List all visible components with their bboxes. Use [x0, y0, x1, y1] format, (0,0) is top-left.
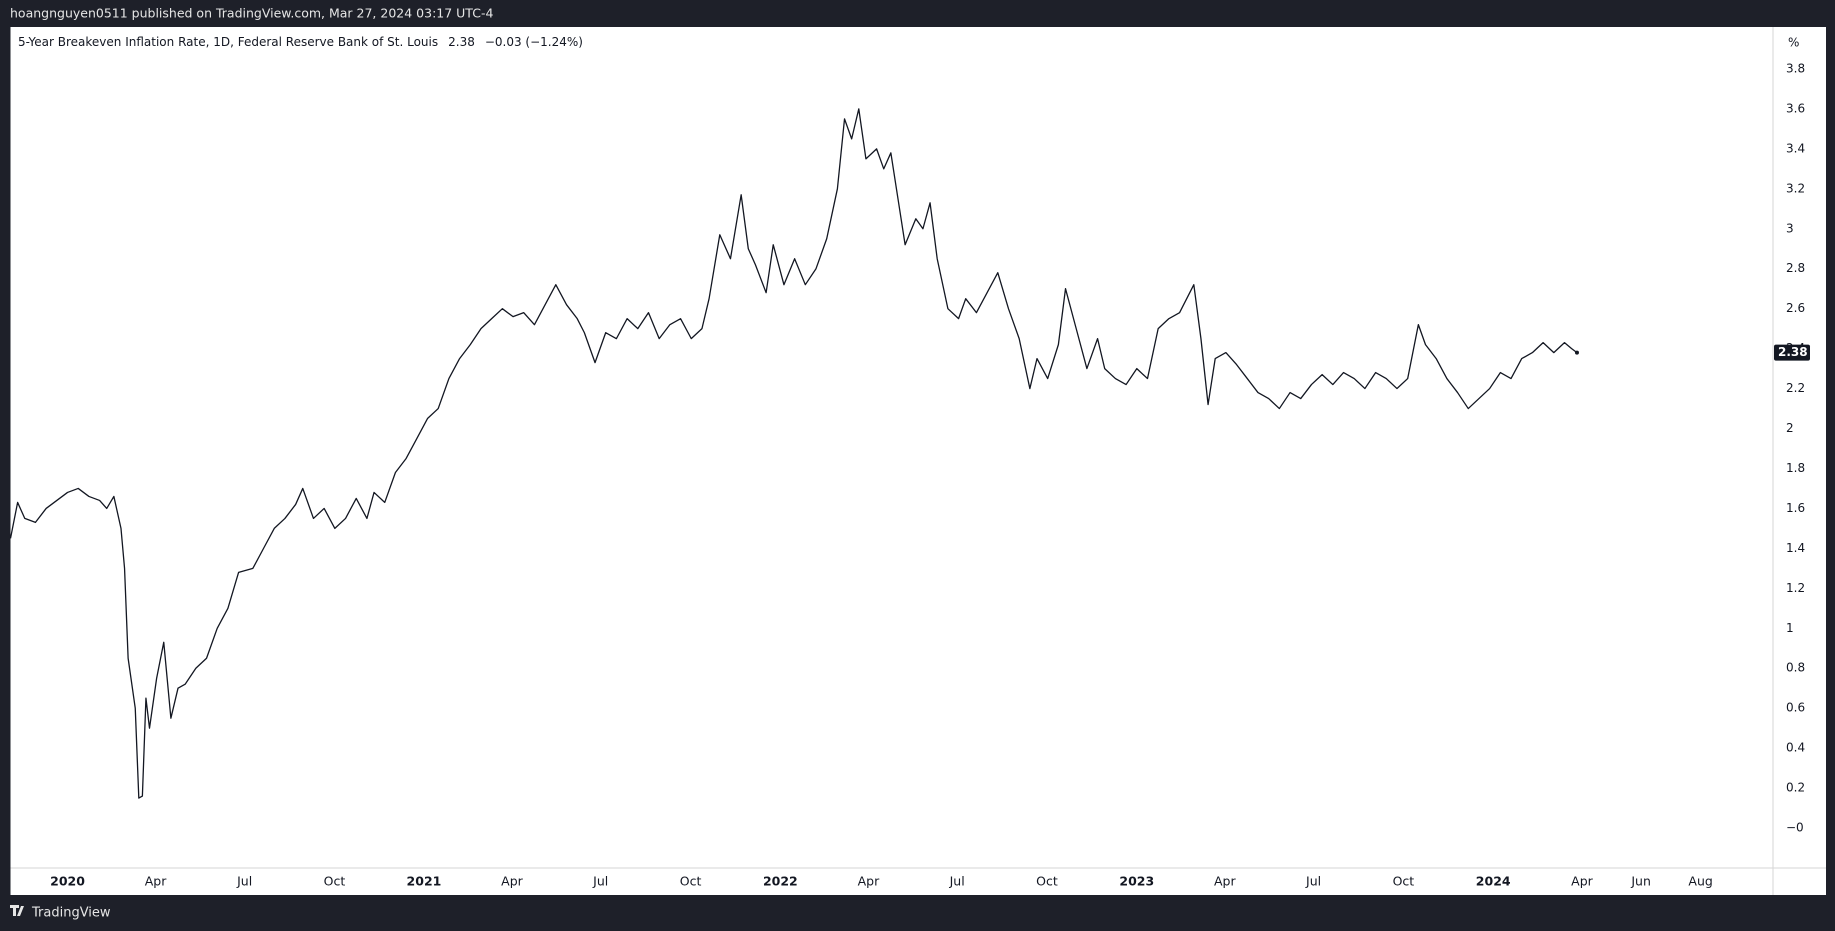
logo: TradingView: [10, 905, 111, 921]
y-tick-label: 1.2: [1786, 581, 1805, 595]
y-tick-label: 1: [1786, 621, 1794, 635]
series-line: [9, 108, 1578, 799]
x-tick-label: Oct: [324, 874, 346, 889]
x-tick-label: Oct: [1036, 874, 1058, 889]
x-tick-label: Apr: [1214, 874, 1236, 889]
x-tick-label: Apr: [501, 874, 523, 889]
y-tick-label: 1.4: [1786, 541, 1805, 555]
chart-title: 5-Year Breakeven Inflation Rate, 1D, Fed…: [18, 35, 583, 49]
x-tick-label: Jul: [1305, 874, 1321, 889]
y-tick-label: 3.6: [1786, 101, 1805, 115]
y-tick-label: 1.8: [1786, 461, 1805, 475]
x-tick-label: Oct: [1393, 874, 1415, 889]
y-tick-label: 1.6: [1786, 501, 1805, 515]
y-tick-label: 2: [1786, 421, 1794, 435]
publisher: hoangnguyen0511 published on TradingView…: [10, 6, 493, 21]
last-value: 2.38: [448, 35, 475, 49]
x-tick-label: Apr: [1571, 874, 1593, 889]
x-tick-label: Aug: [1688, 874, 1712, 889]
last-point: [1574, 350, 1579, 355]
y-tick-label: −0: [1786, 821, 1804, 835]
brand: TradingView: [31, 906, 111, 921]
x-tick-label: Jul: [236, 874, 252, 889]
y-tick-label: 0.6: [1786, 701, 1805, 715]
x-tick-label: Apr: [145, 874, 167, 889]
x-tick-label: Jun: [1630, 874, 1651, 889]
y-tick-label: 0.4: [1786, 741, 1805, 755]
chart-area: [10, 27, 1826, 895]
x-tick-label: Oct: [680, 874, 702, 889]
series-title: 5-Year Breakeven Inflation Rate, 1D, Fed…: [18, 35, 438, 49]
x-tick-label: 2024: [1476, 874, 1511, 889]
x-tick-label: 2022: [763, 874, 798, 889]
x-tick-label: Jul: [949, 874, 965, 889]
y-tick-label: 2.2: [1786, 381, 1805, 395]
y-tick-label: 0.8: [1786, 661, 1805, 675]
y-tick-label: 2.8: [1786, 261, 1805, 275]
change: −0.03 (−1.24%): [485, 35, 583, 49]
y-tick-label: 2.6: [1786, 301, 1805, 315]
x-tick-label: 2020: [50, 874, 85, 889]
y-tick-label: 3.8: [1786, 61, 1805, 75]
price-badge-label: 2.38: [1778, 345, 1808, 359]
y-tick-label: 3.2: [1786, 181, 1805, 195]
y-tick-label: 0.2: [1786, 781, 1805, 795]
y-tick-label: 3: [1786, 221, 1794, 235]
x-tick-label: Jul: [592, 874, 608, 889]
x-tick-label: 2023: [1119, 874, 1154, 889]
y-tick-label: 3.4: [1786, 141, 1805, 155]
x-tick-label: 2021: [407, 874, 442, 889]
logo-mark: [10, 905, 24, 916]
price-badge: [1774, 344, 1810, 361]
x-tick-label: Apr: [858, 874, 880, 889]
unit-label: %: [1788, 36, 1799, 50]
